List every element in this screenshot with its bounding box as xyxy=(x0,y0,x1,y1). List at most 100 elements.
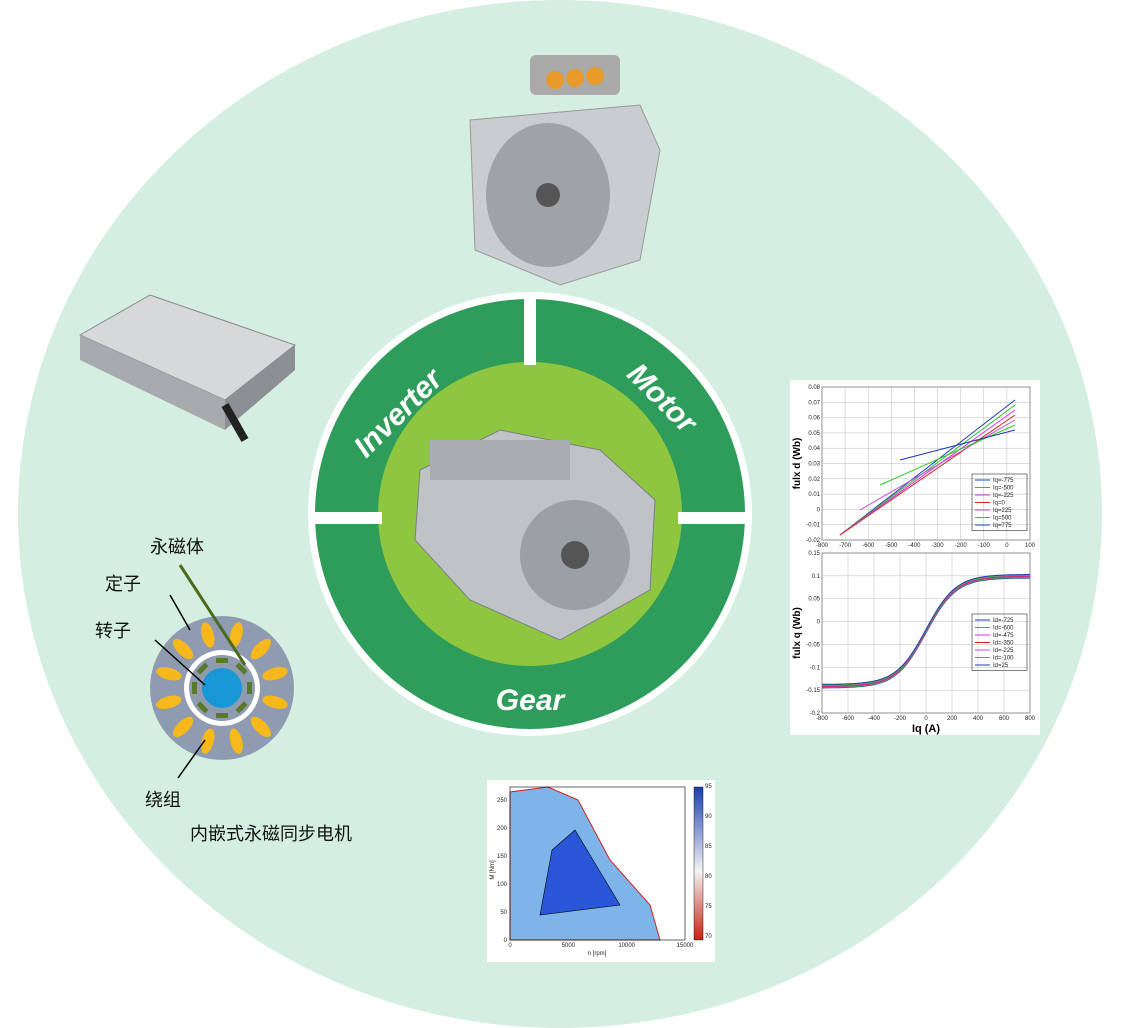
winding-slot xyxy=(250,716,272,738)
x-tick-label: 10000 xyxy=(618,943,635,949)
y-tick-label: -0.05 xyxy=(806,642,820,648)
winding-slot xyxy=(172,716,194,738)
legend-label: Iq=500 xyxy=(993,516,1012,522)
legend-label: Id=25 xyxy=(993,663,1009,669)
colorbar-label: 75 xyxy=(705,904,712,910)
y-tick-label: 0.05 xyxy=(808,597,820,603)
y-tick-label: 0.04 xyxy=(808,446,820,452)
efficiency-core xyxy=(539,829,621,916)
curve xyxy=(879,424,1016,486)
colorbar-label: 85 xyxy=(705,844,712,850)
x-tick-label: -700 xyxy=(839,543,852,549)
curve xyxy=(899,429,1016,461)
y-tick-label: -0.02 xyxy=(806,538,820,544)
x-tick-label: -200 xyxy=(894,716,907,722)
central-ring xyxy=(308,292,752,736)
legend-label: Iq=775 xyxy=(993,523,1012,529)
colorbar-label: 70 xyxy=(705,934,712,940)
legend-label: Id=-350 xyxy=(993,641,1014,647)
winding-slot xyxy=(262,667,288,681)
segment-label: Gear xyxy=(496,684,567,717)
y-tick-label: 200 xyxy=(497,826,508,832)
x-tick-label: -500 xyxy=(885,543,898,549)
y-tick-label: -0.01 xyxy=(806,523,820,529)
y-tick-label: -0.1 xyxy=(810,665,821,671)
winding-slot xyxy=(156,667,182,681)
x-tick-label: -600 xyxy=(862,543,875,549)
axis-label: fulx q (Wb) xyxy=(792,607,803,659)
y-tick-label: 100 xyxy=(497,882,508,888)
y-tick-label: 0.07 xyxy=(808,400,820,406)
legend-label: Iq=-500 xyxy=(993,486,1014,492)
axis-label: n [rpm] xyxy=(588,951,607,957)
inverter-image xyxy=(78,294,297,442)
magnet xyxy=(196,662,209,675)
x-tick-label: -800 xyxy=(816,716,829,722)
magnet xyxy=(196,701,209,714)
label: 转子 xyxy=(95,621,131,642)
winding-slot xyxy=(262,695,288,709)
x-tick-label: 400 xyxy=(973,716,984,722)
x-tick-label: 0 xyxy=(924,716,928,722)
y-tick-label: -0.15 xyxy=(806,688,820,694)
magnet xyxy=(235,701,248,714)
y-tick-label: 0.15 xyxy=(808,551,820,557)
axis-label: Iq (A) xyxy=(912,723,940,735)
y-tick-label: 0.02 xyxy=(808,477,820,483)
magnet xyxy=(216,713,228,718)
x-tick-label: 0 xyxy=(1005,543,1009,549)
x-tick-label: -400 xyxy=(868,716,881,722)
magnet xyxy=(192,682,197,694)
y-tick-label: 0 xyxy=(817,620,821,626)
y-tick-label: 0.1 xyxy=(812,574,821,580)
legend-label: Iq=-225 xyxy=(993,493,1014,499)
winding-slot xyxy=(172,638,194,660)
x-tick-label: 600 xyxy=(999,716,1010,722)
x-tick-label: 100 xyxy=(1025,543,1036,549)
y-tick-label: 50 xyxy=(500,910,507,916)
magnet xyxy=(247,682,252,694)
y-tick-label: 0.08 xyxy=(808,385,820,391)
winding-slot xyxy=(229,622,243,648)
magnet xyxy=(235,662,248,675)
leader-lines xyxy=(154,564,247,779)
y-tick-label: 150 xyxy=(497,854,508,860)
label: 定子 xyxy=(105,574,141,595)
y-tick-label: 250 xyxy=(497,798,508,804)
colorbar-label: 90 xyxy=(705,814,712,820)
winding-slot xyxy=(156,695,182,709)
legend-label: Id=-225 xyxy=(993,648,1014,654)
x-tick-label: -100 xyxy=(978,543,991,549)
y-tick-label: 0 xyxy=(817,507,821,513)
legend-box xyxy=(971,613,1028,671)
x-tick-label: 200 xyxy=(947,716,958,722)
x-tick-label: 5000 xyxy=(562,943,576,949)
magnet xyxy=(216,658,228,663)
legend-box xyxy=(971,473,1028,531)
x-tick-label: -200 xyxy=(955,543,968,549)
legend-label: Id=-725 xyxy=(993,618,1014,624)
label: 绕组 xyxy=(145,790,181,811)
y-tick-label: 0.05 xyxy=(808,431,820,437)
y-tick-label: -0.2 xyxy=(810,711,821,717)
x-tick-label: -400 xyxy=(908,543,921,549)
winding-slot xyxy=(229,728,243,754)
x-tick-label: 0 xyxy=(508,943,512,949)
curve xyxy=(839,404,1016,536)
x-tick-label: -300 xyxy=(932,543,945,549)
caption: 内嵌式永磁同步电机 xyxy=(190,824,352,845)
axis-label: fulx d (Wb) xyxy=(792,438,803,490)
curve xyxy=(839,414,1016,536)
colorbar-label: 80 xyxy=(705,874,712,880)
legend-label: Id=-600 xyxy=(993,626,1014,632)
y-tick-label: 0.01 xyxy=(808,492,820,498)
winding-slot xyxy=(250,638,272,660)
legend-label: Iq=0 xyxy=(993,501,1006,507)
legend-label: Iq=-775 xyxy=(993,478,1014,484)
curve xyxy=(859,419,1016,511)
x-tick-label: 15000 xyxy=(677,943,694,949)
axes xyxy=(509,786,686,941)
colorbar-label: 95 xyxy=(705,784,712,790)
curve xyxy=(839,399,1016,536)
